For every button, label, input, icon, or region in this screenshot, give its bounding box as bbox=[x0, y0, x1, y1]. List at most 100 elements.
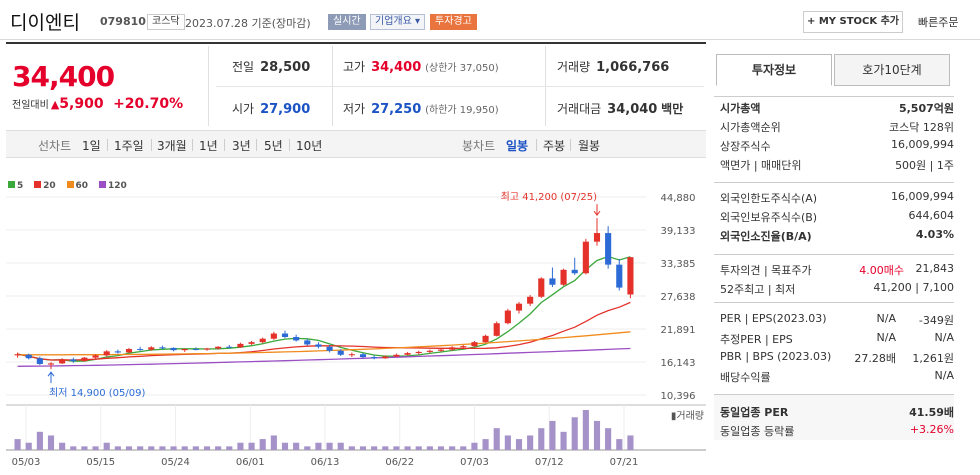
volume-bar bbox=[616, 439, 623, 450]
price-summary: 34,400 전일대비 ▲5,900 +20.70% 전일 28,500 고가 34,… bbox=[6, 42, 706, 128]
volume-bar bbox=[36, 431, 43, 450]
current-price: 34,400 bbox=[12, 60, 115, 93]
period-5y[interactable]: 5년 bbox=[264, 139, 283, 153]
period-daily[interactable]: 일봉 bbox=[506, 139, 529, 153]
candle-body bbox=[170, 347, 177, 351]
info-tabs: 투자정보 호가10단계 bbox=[714, 54, 970, 86]
chart-period-bar: 선차트 1일 1주일 3개월 1년 3년 5년 10년 봉차트 일봉 주봉 월봉 bbox=[6, 130, 706, 158]
volume: 거래량 1,066,766 bbox=[557, 60, 670, 75]
candle-body bbox=[415, 351, 422, 354]
period-monthly[interactable]: 월봉 bbox=[578, 139, 601, 153]
add-mystock-button[interactable]: + MY STOCK 추가 bbox=[803, 11, 903, 33]
candle-body bbox=[237, 343, 244, 348]
volume-bar bbox=[326, 442, 333, 450]
investment-info-panel: 투자정보 호가10단계 시가총액 5,507억원 시가총액순위 코스닥 128위 상… bbox=[714, 48, 970, 448]
quick-order-link[interactable]: 빠른주문 bbox=[918, 16, 959, 29]
candle-body bbox=[371, 357, 378, 359]
ma-line-120 bbox=[17, 347, 631, 367]
investment-warning-badge: 투자경고 bbox=[430, 14, 477, 30]
period-1w[interactable]: 1주일 bbox=[114, 139, 144, 153]
period-3m[interactable]: 3개월 bbox=[157, 139, 187, 153]
tab-quote-10[interactable]: 호가10단계 bbox=[834, 54, 950, 86]
period-weekly[interactable]: 주봉 bbox=[543, 139, 566, 153]
period-3y[interactable]: 3년 bbox=[232, 139, 251, 153]
divider bbox=[224, 139, 225, 151]
high-arrow-icon bbox=[593, 204, 601, 216]
candle-body bbox=[248, 342, 255, 344]
line-chart-label: 선차트 bbox=[38, 139, 72, 153]
candle-body bbox=[382, 356, 389, 359]
candle-body bbox=[114, 351, 121, 353]
candle-body bbox=[605, 233, 612, 265]
candle-body bbox=[293, 336, 300, 341]
volume-bar bbox=[471, 442, 478, 450]
candle-body bbox=[571, 269, 578, 274]
candle-body bbox=[393, 354, 400, 357]
y-tick-label: 21,891 bbox=[661, 325, 696, 336]
divider bbox=[216, 86, 704, 87]
candle-body bbox=[70, 359, 77, 362]
divider bbox=[192, 139, 193, 151]
volume-bar bbox=[92, 446, 99, 450]
candle-body bbox=[192, 349, 199, 351]
period-1y[interactable]: 1년 bbox=[199, 139, 218, 153]
x-tick-label: 05/15 bbox=[86, 457, 115, 468]
volume-bar bbox=[593, 420, 601, 450]
candle-body bbox=[103, 351, 110, 356]
candle-body bbox=[281, 333, 289, 337]
candle-body bbox=[226, 346, 233, 348]
candle-body bbox=[493, 323, 500, 336]
stock-header: 디이엔티 079810 코스닥 2023.07.28 기준(장마감) 실시간 기… bbox=[0, 0, 980, 40]
price-change: 전일대비 ▲5,900 +20.70% bbox=[12, 96, 183, 112]
high-price: 고가 34,400 (상한가 37,050) bbox=[343, 60, 499, 75]
volume-bar bbox=[47, 435, 55, 450]
volume-bar bbox=[415, 446, 422, 450]
y-tick-label: 39,133 bbox=[661, 226, 696, 237]
volume-bar bbox=[449, 446, 456, 450]
volume-bar bbox=[248, 442, 255, 450]
candle-body bbox=[81, 357, 88, 362]
candle-body bbox=[259, 338, 266, 343]
volume-bar bbox=[460, 446, 467, 450]
volume-bar bbox=[482, 439, 489, 450]
candle-body bbox=[14, 354, 21, 356]
volume-bar bbox=[59, 442, 66, 450]
volume-bar bbox=[237, 442, 244, 450]
candle-body bbox=[348, 354, 355, 356]
x-tick-label: 06/01 bbox=[236, 457, 265, 468]
candle-body bbox=[181, 349, 188, 351]
y-tick-label: 10,396 bbox=[661, 391, 696, 402]
y-tick-label: 27,638 bbox=[661, 292, 696, 303]
candle-body bbox=[159, 347, 166, 349]
x-axis-labels: 05/03 05/15 05/24 06/01 06/13 06/22 07/03 07/12… bbox=[12, 457, 639, 468]
market-cap-block: 시가총액 5,507억원 시가총액순위 코스닥 128위 상장주식수 16,009,9… bbox=[714, 96, 954, 173]
stock-chart[interactable]: 44,880 39,133 33,385 27,638 21,891 16,143 10,3… bbox=[6, 175, 706, 475]
period-1d[interactable]: 1일 bbox=[82, 139, 101, 153]
volume-bar bbox=[293, 442, 300, 450]
market-cap-row: 시가총액 5,507억원 bbox=[720, 102, 954, 115]
period-10y[interactable]: 10년 bbox=[296, 139, 323, 153]
candle-body bbox=[337, 350, 344, 355]
candle-body bbox=[92, 355, 99, 358]
volume-bars: ▮거래량 bbox=[14, 410, 704, 450]
y-tick-label: 44,880 bbox=[661, 193, 696, 204]
candle-chart-label: 봉차트 bbox=[462, 139, 496, 153]
candle-body bbox=[137, 349, 144, 351]
company-overview-dropdown[interactable]: 기업개요 ▾ bbox=[370, 14, 425, 30]
volume-bar bbox=[181, 446, 188, 450]
realtime-button[interactable]: 실시간 bbox=[328, 14, 366, 30]
volume-bar bbox=[103, 442, 110, 450]
volume-bar bbox=[515, 439, 523, 450]
candle-body bbox=[471, 342, 478, 347]
volume-bar bbox=[259, 439, 266, 450]
candle-body bbox=[582, 241, 589, 274]
y-tick-label: 16,143 bbox=[661, 358, 696, 369]
market-rank-row: 시가총액순위 코스닥 128위 bbox=[720, 121, 954, 134]
opinion-block: 투자의견 | 목표주가 4.00매수 21,843 52주최고 | 최저 41,200… bbox=[714, 254, 954, 297]
volume-bar bbox=[148, 446, 155, 450]
foreign-limit-row: 외국인한도주식수(A) 16,009,994 bbox=[720, 190, 954, 205]
divider bbox=[208, 46, 209, 126]
tab-investment-info[interactable]: 투자정보 bbox=[716, 54, 832, 86]
volume-bar bbox=[582, 410, 589, 450]
sector-rate-row: 동일업종 등락률 +3.26% bbox=[720, 423, 954, 438]
